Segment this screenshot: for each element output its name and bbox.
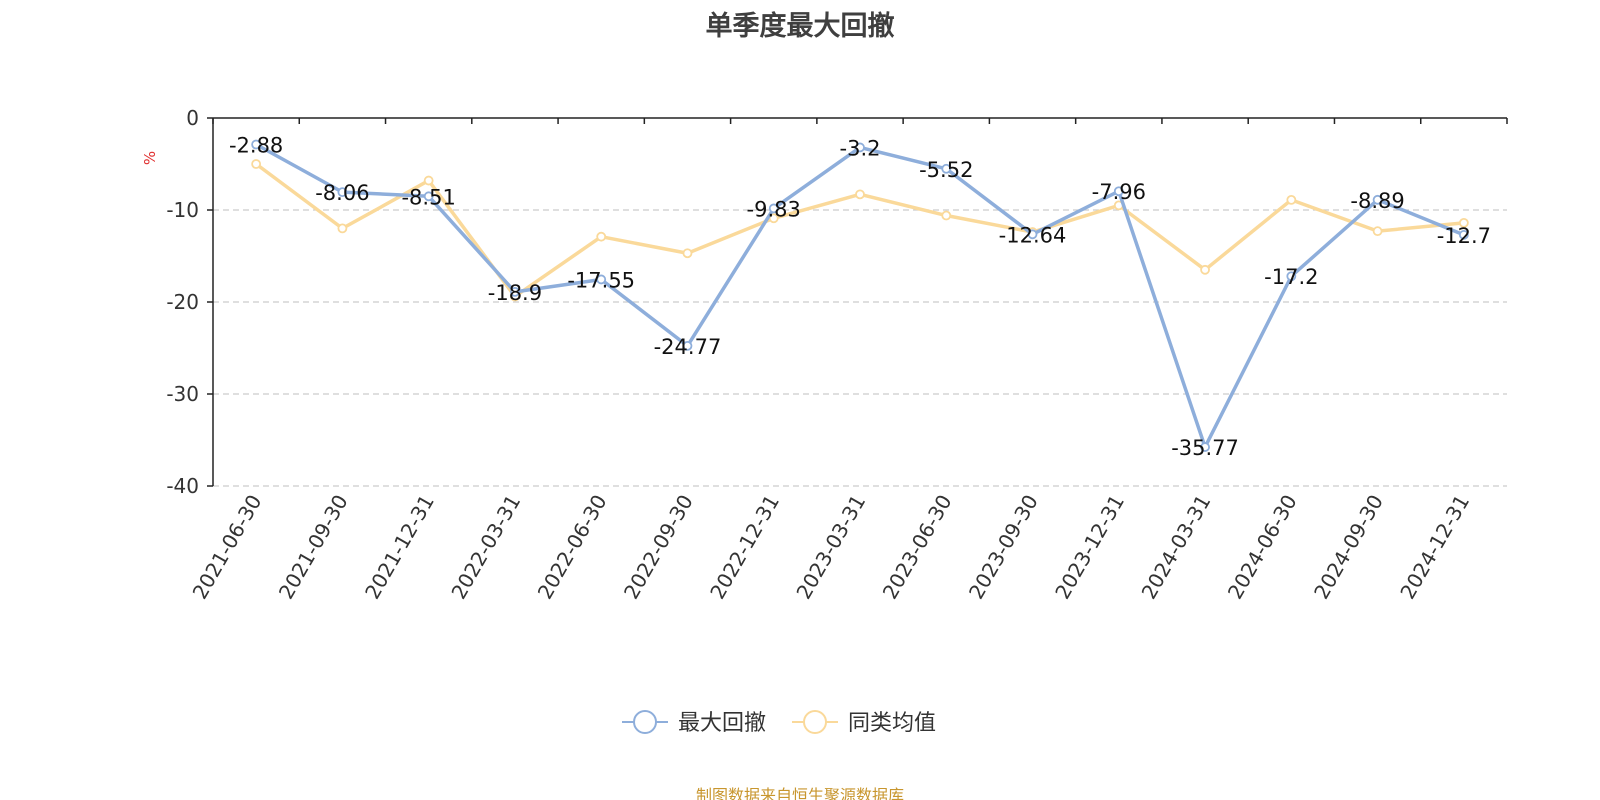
data-label: -18.9 xyxy=(488,281,542,305)
data-point xyxy=(768,213,779,224)
data-label: -17.55 xyxy=(567,268,635,292)
data-point xyxy=(855,189,865,200)
legend-marker xyxy=(803,710,827,734)
data-label: -24.77 xyxy=(654,335,722,359)
data-label: -8.06 xyxy=(315,181,369,205)
data-point xyxy=(423,191,434,202)
data-point xyxy=(941,163,952,174)
data-point xyxy=(855,142,865,153)
y-axis-label: % xyxy=(141,151,159,165)
data-label: -12.7 xyxy=(1437,224,1491,248)
data-label: -9.83 xyxy=(747,197,801,221)
data-point xyxy=(1286,271,1297,282)
data-label: -3.2 xyxy=(840,136,881,160)
x-tick-label: 2023-03-31 xyxy=(791,491,870,604)
data-point xyxy=(768,203,779,214)
data-point xyxy=(941,210,952,221)
chart-title: 单季度最大回撤 xyxy=(705,11,895,42)
x-tick-label: 2022-03-31 xyxy=(446,491,525,604)
data-point xyxy=(1200,264,1210,275)
data-point xyxy=(682,340,693,351)
data-point xyxy=(1458,229,1469,240)
data-point xyxy=(1200,442,1210,452)
x-tick-label: 2023-06-30 xyxy=(878,491,957,604)
data-label: -17.2 xyxy=(1264,265,1318,289)
x-tick-label: 2022-09-30 xyxy=(619,491,698,604)
y-tick-label: -10 xyxy=(166,198,199,222)
data-point xyxy=(596,274,607,285)
y-tick-label: -40 xyxy=(166,474,199,498)
data-label: -5.52 xyxy=(919,158,973,182)
x-tick-label: 2024-03-31 xyxy=(1136,491,1215,604)
x-tick-label: 2024-09-30 xyxy=(1309,491,1388,604)
data-point xyxy=(1458,217,1469,228)
x-tick-label: 2021-09-30 xyxy=(274,491,353,604)
y-tick-label: -20 xyxy=(166,290,199,314)
data-point xyxy=(251,139,262,150)
data-point xyxy=(1027,229,1038,240)
x-tick-label: 2021-12-31 xyxy=(360,491,439,604)
x-tick-label: 2024-06-30 xyxy=(1223,491,1302,604)
legend-label: 同类均值 xyxy=(848,711,936,736)
data-label: -7.96 xyxy=(1092,180,1146,204)
x-tick-label: 2023-12-31 xyxy=(1050,491,1129,604)
data-label: -8.51 xyxy=(401,185,455,209)
x-tick-label: 2023-09-30 xyxy=(964,491,1043,604)
x-tick-label: 2022-06-30 xyxy=(533,491,612,604)
data-point xyxy=(1372,194,1383,205)
y-tick-label: -30 xyxy=(166,382,199,406)
legend-marker xyxy=(633,710,657,734)
legend-label: 最大回撤 xyxy=(678,711,766,736)
data-point xyxy=(337,223,348,234)
data-label: -8.89 xyxy=(1350,189,1404,213)
data-point xyxy=(510,286,520,297)
data-point xyxy=(423,175,434,186)
data-label: -2.88 xyxy=(229,133,283,157)
data-point xyxy=(251,159,262,169)
data-point xyxy=(596,231,607,242)
y-tick-label: 0 xyxy=(186,106,199,130)
data-point xyxy=(337,187,348,198)
data-point xyxy=(1113,186,1124,197)
x-tick-label: 2024-12-31 xyxy=(1395,491,1474,604)
data-point xyxy=(1286,194,1297,205)
x-tick-label: 2022-12-31 xyxy=(705,491,784,604)
data-point xyxy=(1372,226,1383,237)
data-point xyxy=(682,248,693,259)
source-note: 制图数据来自恒生聚源数据库 xyxy=(695,786,904,800)
data-label: -35.77 xyxy=(1171,436,1239,460)
x-tick-label: 2021-06-30 xyxy=(188,491,267,604)
data-label: -12.64 xyxy=(999,223,1067,247)
